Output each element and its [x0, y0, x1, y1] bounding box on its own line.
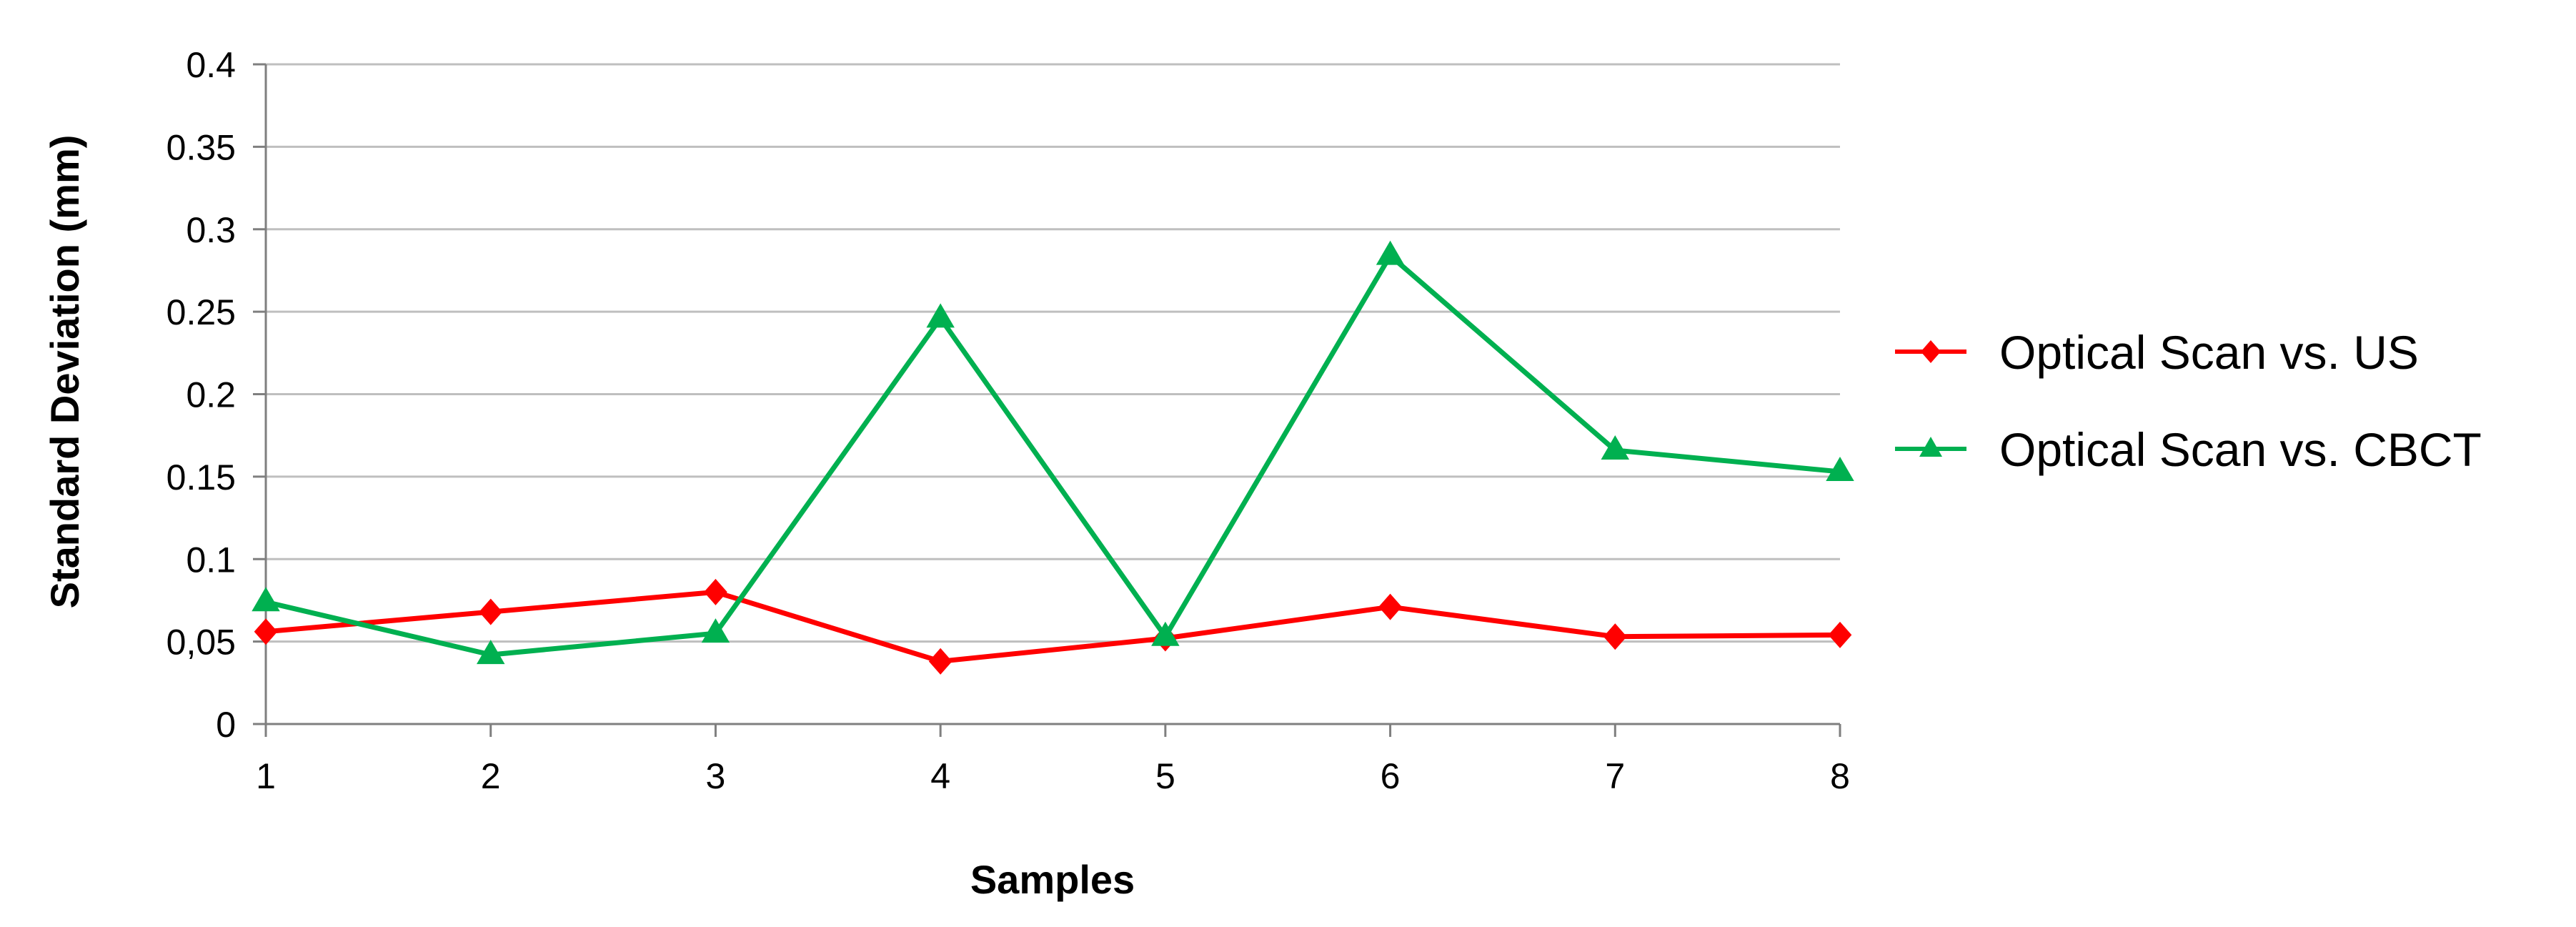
data-point — [1828, 621, 1852, 648]
data-point — [926, 303, 955, 328]
axes — [253, 63, 1841, 737]
data-point — [701, 618, 730, 643]
legend-diamond-marker — [1921, 340, 1941, 363]
y-tick-label: 0,05 — [166, 623, 236, 663]
y-tick-label: 0 — [216, 705, 236, 745]
legend-entry-cbct: Optical Scan vs. CBCT — [1895, 423, 2482, 476]
legend: Optical Scan vs. US Optical Scan vs. CBC… — [1895, 326, 2482, 476]
data-point — [254, 618, 278, 645]
data-point — [1376, 240, 1405, 265]
y-axis-title: Standard Deviation (mm) — [42, 135, 87, 609]
gridlines — [266, 63, 1840, 643]
data-point — [479, 598, 503, 625]
y-tick-label: 0.25 — [166, 292, 236, 332]
y-tick-label: 0.35 — [166, 127, 236, 167]
series — [252, 240, 1854, 675]
data-point — [1826, 456, 1854, 481]
y-tick-label: 0.4 — [186, 45, 236, 85]
data-point — [704, 578, 727, 605]
x-tick-label: 4 — [930, 756, 950, 796]
x-axis-title: Samples — [970, 857, 1135, 902]
legend-label: Optical Scan vs. US — [1999, 326, 2419, 379]
series-1 — [252, 240, 1854, 665]
x-tick-label: 2 — [481, 756, 501, 796]
y-tick-label: 0.15 — [166, 457, 236, 497]
x-tick-label: 8 — [1830, 756, 1850, 796]
data-point — [1603, 623, 1627, 650]
data-point — [476, 640, 505, 665]
legend-entry-us: Optical Scan vs. US — [1895, 326, 2419, 379]
data-point — [1378, 593, 1402, 620]
series-line — [265, 589, 1841, 664]
x-tick-label: 1 — [256, 756, 276, 796]
data-point — [1151, 621, 1180, 646]
data-point — [252, 587, 280, 612]
y-tick-label: 0.3 — [186, 210, 236, 250]
y-tick-label: 0.1 — [186, 540, 236, 580]
x-tick-label: 7 — [1605, 756, 1625, 796]
legend-triangle-marker — [1919, 437, 1942, 457]
legend-label: Optical Scan vs. CBCT — [1999, 423, 2482, 476]
series-line — [265, 253, 1841, 658]
x-tick-label: 5 — [1155, 756, 1175, 796]
y-tick-label: 0.2 — [186, 375, 236, 415]
data-point — [928, 648, 953, 675]
x-tick-label: 6 — [1381, 756, 1401, 796]
data-point — [1601, 435, 1630, 460]
x-tick-label: 3 — [706, 756, 726, 796]
tick-labels: 0 0,05 0.1 0.15 0.2 0.25 0.3 0.35 0.4 1 2 3 4 5 6 7 8 — [166, 45, 1850, 796]
